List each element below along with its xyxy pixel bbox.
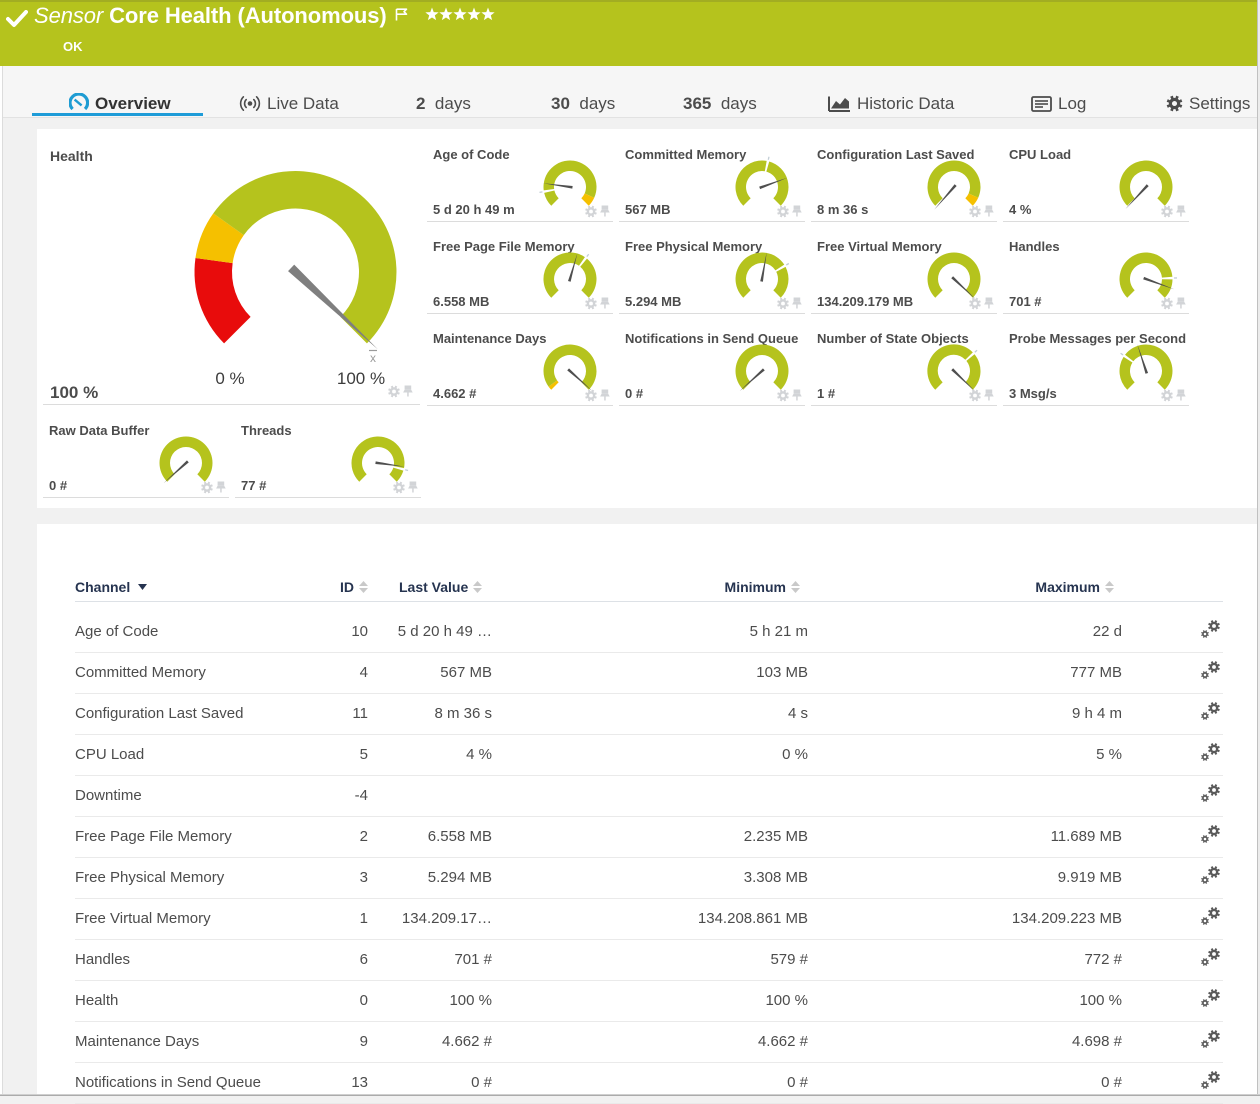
svg-text:x: x xyxy=(370,351,376,365)
